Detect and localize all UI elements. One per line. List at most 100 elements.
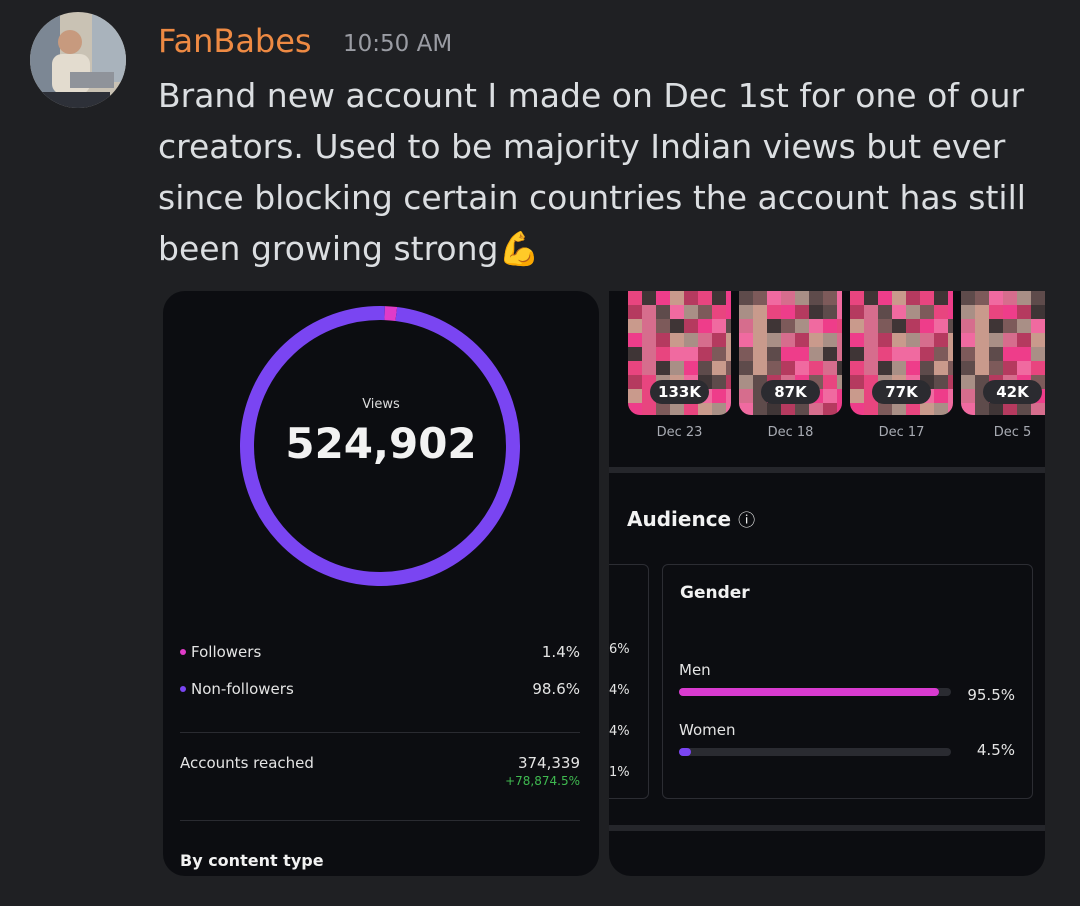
pixel xyxy=(656,403,670,415)
pixel xyxy=(975,347,989,361)
divider xyxy=(609,467,1045,473)
reel-thumbnail[interactable] xyxy=(628,291,731,415)
pixel xyxy=(712,291,726,305)
pixel xyxy=(698,333,712,347)
pixel xyxy=(948,375,953,389)
pixel xyxy=(906,291,920,305)
audience-title-text: Audience xyxy=(627,507,732,531)
pixel xyxy=(934,319,948,333)
pixel xyxy=(809,361,823,375)
pixel xyxy=(1003,305,1017,319)
pixel xyxy=(961,291,975,305)
pixel xyxy=(795,319,809,333)
pixel xyxy=(1031,333,1045,347)
partial-value: 6% xyxy=(609,642,630,657)
pixel xyxy=(823,361,837,375)
pixel xyxy=(684,319,698,333)
pixel xyxy=(1017,403,1031,415)
pixel xyxy=(837,291,842,305)
views-label: Views xyxy=(362,397,400,412)
legend-label: Followers xyxy=(191,643,262,661)
pixel xyxy=(864,291,878,305)
pixel xyxy=(726,333,731,347)
pixel xyxy=(628,305,642,319)
pixel xyxy=(989,347,1003,361)
reel-thumbnail[interactable] xyxy=(850,291,953,415)
pixel xyxy=(726,347,731,361)
pixel xyxy=(864,347,878,361)
audience-image[interactable]: 133K Dec 23 87K Dec 18 77K Dec 17 42K Dec 5 Aud… xyxy=(609,291,1045,876)
pixel xyxy=(850,291,864,305)
pixel xyxy=(864,305,878,319)
audience-title: Audience ⓘ xyxy=(627,506,755,531)
pixel xyxy=(781,333,795,347)
pixel xyxy=(934,305,948,319)
pixel xyxy=(823,403,837,415)
pixel xyxy=(948,291,953,305)
pixel xyxy=(823,375,837,389)
pixel xyxy=(670,347,684,361)
pixel xyxy=(726,319,731,333)
pixel xyxy=(753,305,767,319)
pixel xyxy=(975,361,989,375)
pixel xyxy=(795,361,809,375)
info-icon[interactable]: ⓘ xyxy=(738,511,756,531)
pixel xyxy=(920,291,934,305)
pixel xyxy=(837,375,842,389)
pixel xyxy=(684,333,698,347)
reel-date: Dec 17 xyxy=(878,425,925,440)
reached-label: Accounts reached xyxy=(180,754,314,772)
pixel xyxy=(934,333,948,347)
gender-value: 4.5% xyxy=(976,741,1015,759)
pixel xyxy=(975,319,989,333)
pixel xyxy=(989,319,1003,333)
views-total: 524,902 xyxy=(285,419,477,468)
pixel xyxy=(948,347,953,361)
pixel xyxy=(642,291,656,305)
pixel xyxy=(712,305,726,319)
pixel xyxy=(1003,333,1017,347)
pixel xyxy=(809,319,823,333)
views-donut xyxy=(239,306,520,586)
pixel xyxy=(837,347,842,361)
pixel xyxy=(1031,347,1045,361)
pixel xyxy=(656,305,670,319)
pixel xyxy=(850,389,864,403)
pixel xyxy=(934,291,948,305)
pixel xyxy=(837,319,842,333)
pixel xyxy=(850,361,864,375)
pixel xyxy=(823,389,837,403)
pixel xyxy=(739,305,753,319)
pixel xyxy=(656,319,670,333)
pixel xyxy=(878,361,892,375)
pixel xyxy=(628,389,642,403)
pixel xyxy=(823,347,837,361)
pixel xyxy=(975,403,989,415)
pixel xyxy=(920,319,934,333)
pixel xyxy=(753,319,767,333)
legend-value: 98.6% xyxy=(532,680,580,698)
pixel xyxy=(1017,361,1031,375)
reel-views: 77K xyxy=(872,380,931,404)
pixel xyxy=(781,361,795,375)
author-name[interactable]: FanBabes xyxy=(158,22,312,60)
views-image[interactable]: Views 524,902 Followers 1.4% Non-followers… xyxy=(163,291,599,876)
avatar[interactable] xyxy=(30,12,126,108)
partial-value: 4% xyxy=(609,724,630,739)
pixel xyxy=(712,333,726,347)
pixel xyxy=(753,333,767,347)
pixel xyxy=(1031,361,1045,375)
reel-thumbnail[interactable] xyxy=(961,291,1045,415)
pixel xyxy=(753,347,767,361)
pixel xyxy=(989,361,1003,375)
pixel xyxy=(823,291,837,305)
pixel xyxy=(726,305,731,319)
pixel xyxy=(795,333,809,347)
pixel xyxy=(823,319,837,333)
pixel xyxy=(698,291,712,305)
pixel xyxy=(795,347,809,361)
pixel xyxy=(1017,319,1031,333)
pixel xyxy=(823,305,837,319)
reel-views: 87K xyxy=(761,380,820,404)
pixel xyxy=(1003,403,1017,415)
